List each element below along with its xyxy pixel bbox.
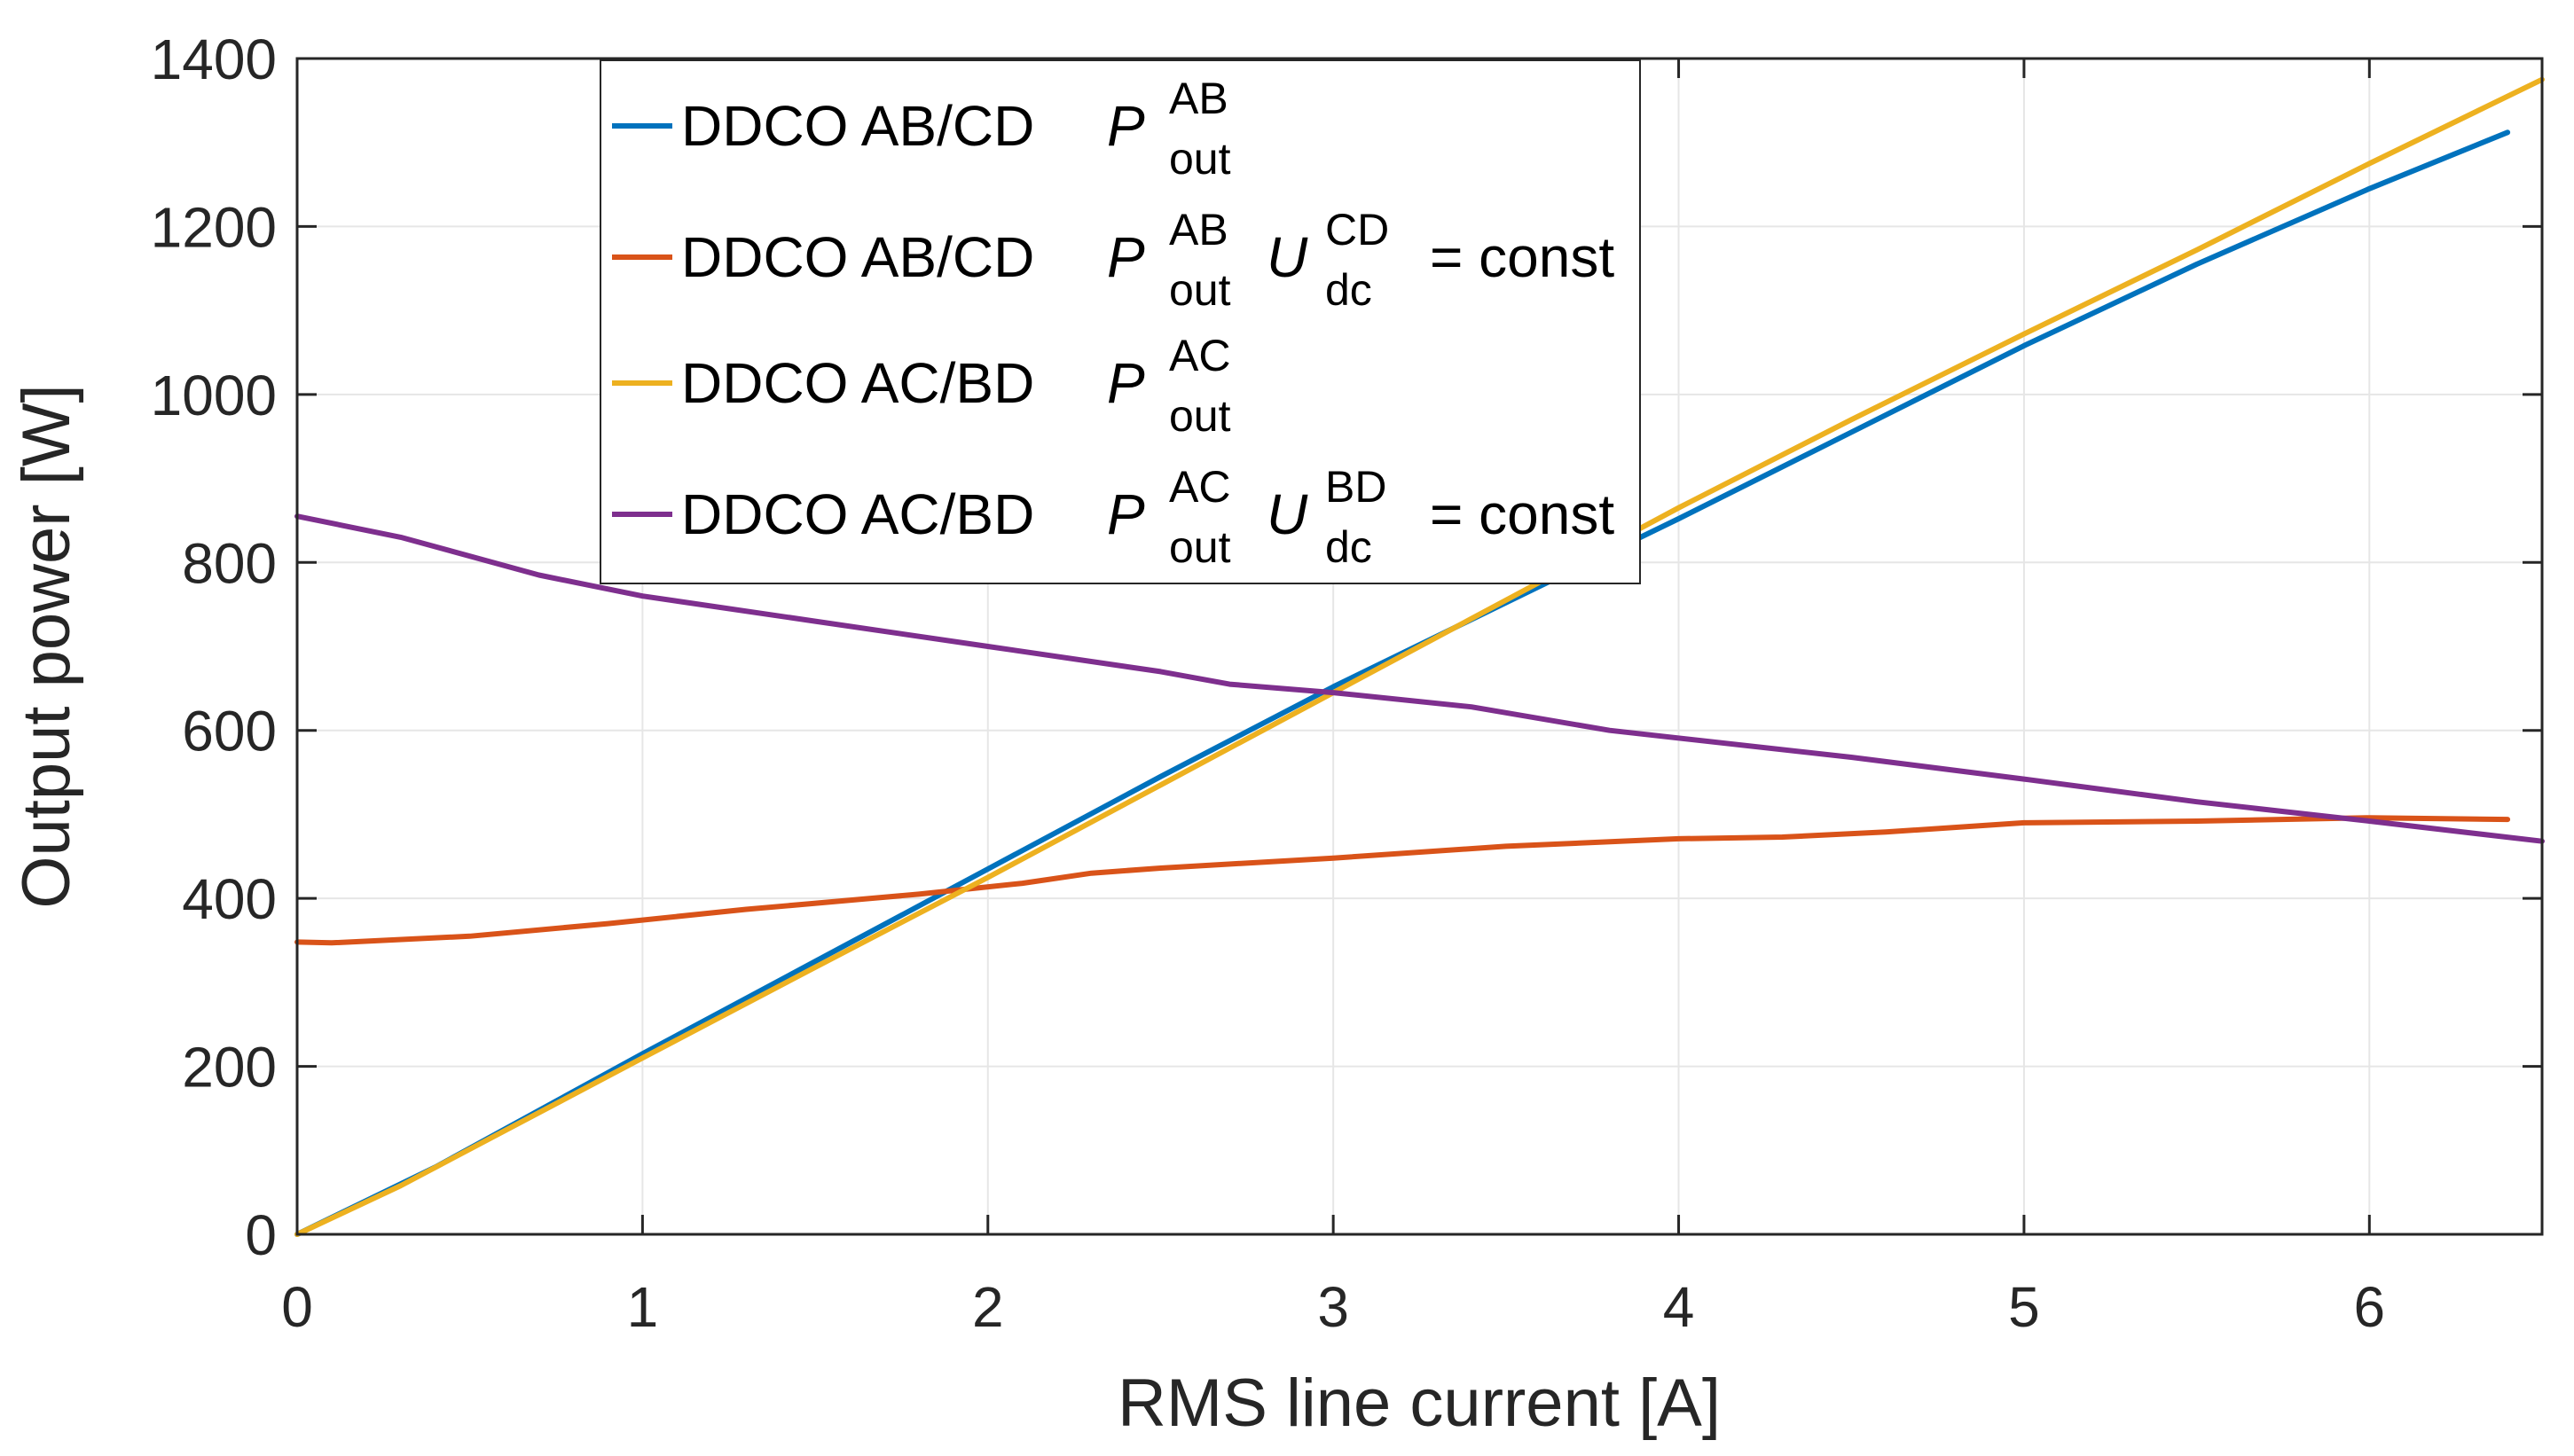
legend-label-3: DDCO AC/BD <box>681 351 1034 415</box>
x-tick-label: 3 <box>1317 1275 1349 1339</box>
x-tick-label: 5 <box>2008 1275 2040 1339</box>
y-tick-label: 800 <box>182 531 277 595</box>
legend-label-4: DDCO AC/BD <box>681 482 1034 546</box>
legend-sup-3: AC <box>1169 331 1230 380</box>
legend-var-3: P <box>1107 351 1145 415</box>
series-line-2 <box>294 815 2511 946</box>
series-layer <box>294 76 2545 1237</box>
legend-sup2-4: BD <box>1325 462 1386 512</box>
y-tick-label: 400 <box>182 867 277 931</box>
y-tick-label: 1200 <box>151 195 277 259</box>
legend-sub2-4: dc <box>1325 522 1372 572</box>
plot-frame <box>295 57 2544 1236</box>
legend-box <box>600 59 1641 584</box>
legend-tail-4: = const <box>1430 482 1614 546</box>
legend-sup-2: AB <box>1169 205 1228 254</box>
legend-var2-2: U <box>1267 225 1308 289</box>
x-tick-label: 0 <box>281 1275 313 1339</box>
y-tick-labels: 0 200 400 600 800 1000 1200 1400 <box>151 27 277 1267</box>
legend-sub-1: out <box>1169 134 1231 184</box>
y-tick-label: 1000 <box>151 364 277 427</box>
y-tick-label: 1400 <box>151 27 277 91</box>
series-line-3 <box>294 76 2545 1237</box>
y-tick-label: 0 <box>245 1203 277 1267</box>
legend: DDCO AB/CD P AB out DDCO AB/CD P AB out … <box>600 59 1641 584</box>
x-tick-label: 6 <box>2354 1275 2386 1339</box>
legend-label-1: DDCO AB/CD <box>681 94 1034 158</box>
legend-sup-1: AB <box>1169 74 1228 123</box>
legend-sup-4: AC <box>1169 462 1230 512</box>
legend-sup2-2: CD <box>1325 205 1389 254</box>
legend-tail-2: = const <box>1430 225 1614 289</box>
legend-var-4: P <box>1107 482 1145 546</box>
legend-sub2-2: dc <box>1325 265 1372 315</box>
legend-var2-4: U <box>1267 482 1308 546</box>
x-tick-label: 2 <box>972 1275 1004 1339</box>
series-line-4 <box>294 513 2545 844</box>
x-tick-label: 4 <box>1663 1275 1695 1339</box>
x-axis-label: RMS line current [A] <box>1118 1366 1721 1441</box>
legend-label-2: DDCO AB/CD <box>681 225 1034 289</box>
legend-var-1: P <box>1107 94 1145 158</box>
legend-sub-4: out <box>1169 522 1231 572</box>
y-tick-label: 200 <box>182 1036 277 1100</box>
x-tick-label: 1 <box>627 1275 659 1339</box>
legend-sub-2: out <box>1169 265 1231 315</box>
y-tick-label: 600 <box>182 700 277 763</box>
legend-sub-3: out <box>1169 391 1231 441</box>
x-tick-labels: 0 1 2 3 4 5 6 <box>281 1275 2385 1339</box>
y-axis-label: Output power [W] <box>9 384 84 908</box>
legend-var-2: P <box>1107 225 1145 289</box>
